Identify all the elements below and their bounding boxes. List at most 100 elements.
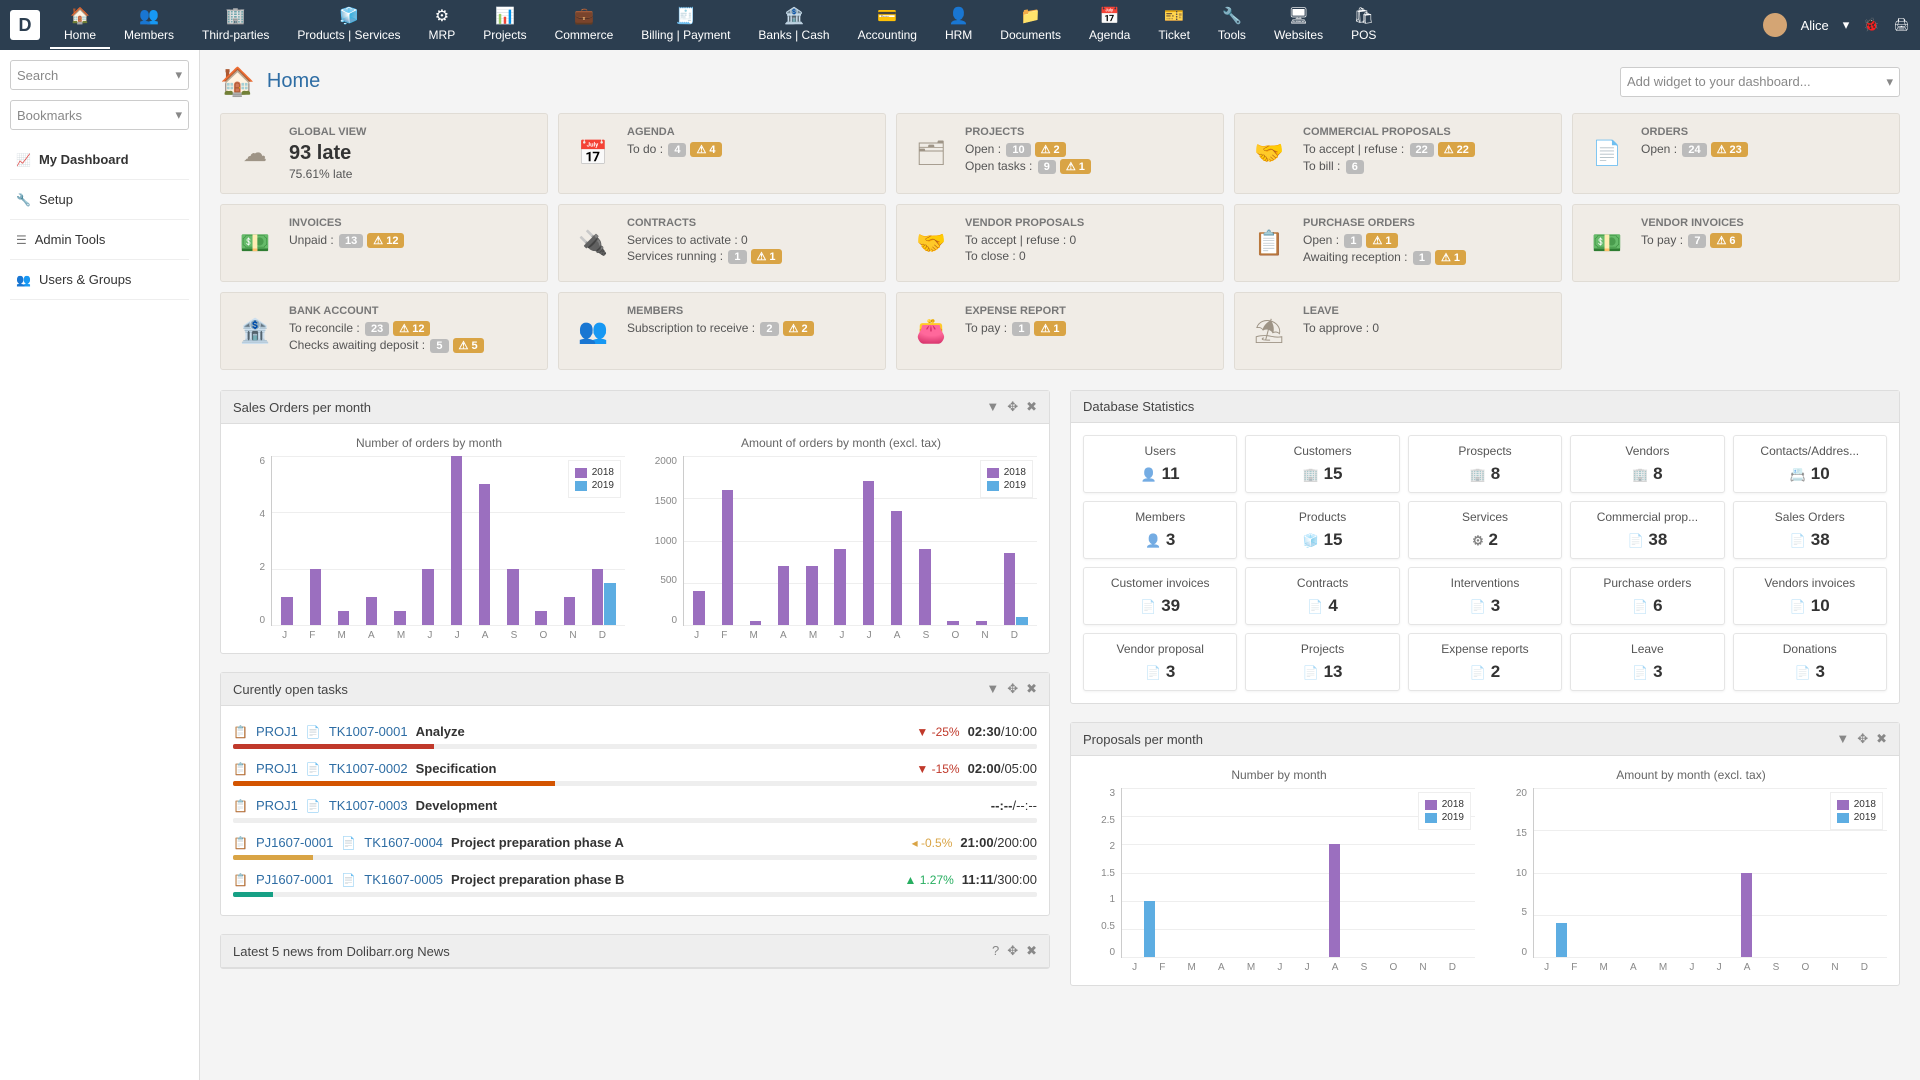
task-project[interactable]: PROJ1 — [256, 798, 298, 813]
db-tile-products[interactable]: Products🧊 15 — [1245, 501, 1399, 559]
db-tile-prospects[interactable]: Prospects🏢 8 — [1408, 435, 1562, 493]
task-name[interactable]: Specification — [416, 761, 497, 776]
task-id[interactable]: TK1607-0004 — [364, 835, 443, 850]
card-expense-report[interactable]: 👛EXPENSE REPORTTo pay : 1⚠ 1 — [896, 292, 1224, 370]
topnav-members[interactable]: 👥Members — [110, 1, 188, 49]
print-icon[interactable]: 🖨 — [1893, 17, 1910, 33]
card-leave[interactable]: ⛱LEAVETo approve : 0 — [1234, 292, 1562, 370]
db-tile-users[interactable]: Users👤 11 — [1083, 435, 1237, 493]
sidebar-admin-tools[interactable]: ☰Admin Tools — [10, 220, 189, 260]
card-global-view[interactable]: ☁GLOBAL VIEW93 late75.61% late — [220, 113, 548, 194]
task-project[interactable]: PROJ1 — [256, 724, 298, 739]
topnav-commerce[interactable]: 💼Commerce — [541, 1, 628, 49]
db-tile-leave[interactable]: Leave📄 3 — [1570, 633, 1724, 691]
sidebar-setup[interactable]: 🔧Setup — [10, 180, 189, 220]
add-widget-dropdown[interactable]: Add widget to your dashboard...▾ — [1620, 67, 1900, 97]
card-members[interactable]: 👥MEMBERSSubscription to receive : 2⚠ 2 — [558, 292, 886, 370]
move-icon[interactable]: ✥ — [1007, 399, 1018, 415]
task-name[interactable]: Development — [416, 798, 498, 813]
sidebar-my-dashboard[interactable]: 📈My Dashboard — [10, 140, 189, 180]
card-icon: 💵 — [1587, 217, 1627, 269]
db-tile-members[interactable]: Members👤 3 — [1083, 501, 1237, 559]
task-name[interactable]: Project preparation phase A — [451, 835, 624, 850]
task-name[interactable]: Analyze — [416, 724, 465, 739]
topnav-home[interactable]: 🏠Home — [50, 1, 110, 49]
nav-icon: 🏢 — [226, 6, 246, 26]
card-commercial-proposals[interactable]: 🤝COMMERCIAL PROPOSALSTo accept | refuse … — [1234, 113, 1562, 194]
move-icon[interactable]: ✥ — [1007, 681, 1018, 697]
card-contracts[interactable]: 🔌CONTRACTSServices to activate : 0 Servi… — [558, 204, 886, 282]
db-tile-vendors[interactable]: Vendors🏢 8 — [1570, 435, 1724, 493]
filter-icon[interactable]: ▼ — [1836, 731, 1849, 747]
card-agenda[interactable]: 📅AGENDATo do : 4⚠ 4 — [558, 113, 886, 194]
card-vendor-proposals[interactable]: 🤝VENDOR PROPOSALSTo accept | refuse : 0 … — [896, 204, 1224, 282]
task-id[interactable]: TK1607-0005 — [364, 872, 443, 887]
task-id[interactable]: TK1007-0003 — [329, 798, 408, 813]
db-tile-contacts-addres-[interactable]: Contacts/Addres...📇 10 — [1733, 435, 1887, 493]
card-bank-account[interactable]: 🏦BANK ACCOUNTTo reconcile : 23⚠ 12Checks… — [220, 292, 548, 370]
card-purchase-orders[interactable]: 📋PURCHASE ORDERSOpen : 1⚠ 1Awaiting rece… — [1234, 204, 1562, 282]
user-dropdown-icon[interactable]: ▾ — [1843, 17, 1850, 33]
db-tile-contracts[interactable]: Contracts📄 4 — [1245, 567, 1399, 625]
card-vendor-invoices[interactable]: 💵VENDOR INVOICESTo pay : 7⚠ 6 — [1572, 204, 1900, 282]
card-projects[interactable]: 🗂PROJECTSOpen : 10⚠ 2Open tasks : 9⚠ 1 — [896, 113, 1224, 194]
search-dropdown[interactable]: Search▾ — [10, 60, 189, 90]
topnav-mrp[interactable]: ⚙MRP — [415, 1, 470, 49]
db-tile-customers[interactable]: Customers🏢 15 — [1245, 435, 1399, 493]
db-tile-sales-orders[interactable]: Sales Orders📄 38 — [1733, 501, 1887, 559]
topnav-banks-cash[interactable]: 🏦Banks | Cash — [744, 1, 843, 49]
topnav-documents[interactable]: 📁Documents — [986, 1, 1075, 49]
db-tile-commercial-prop-[interactable]: Commercial prop...📄 38 — [1570, 501, 1724, 559]
close-icon[interactable]: ✖ — [1026, 681, 1037, 697]
bookmarks-dropdown[interactable]: Bookmarks▾ — [10, 100, 189, 130]
topnav-products-services[interactable]: 🧊Products | Services — [283, 1, 414, 49]
close-icon[interactable]: ✖ — [1026, 399, 1037, 415]
db-tile-customer-invoices[interactable]: Customer invoices📄 39 — [1083, 567, 1237, 625]
db-tile-purchase-orders[interactable]: Purchase orders📄 6 — [1570, 567, 1724, 625]
db-tile-services[interactable]: Services⚙ 2 — [1408, 501, 1562, 559]
db-tile-expense-reports[interactable]: Expense reports📄 2 — [1408, 633, 1562, 691]
db-tile-donations[interactable]: Donations📄 3 — [1733, 633, 1887, 691]
db-tile-vendor-proposal[interactable]: Vendor proposal📄 3 — [1083, 633, 1237, 691]
topnav-hrm[interactable]: 👤HRM — [931, 1, 986, 49]
task-id[interactable]: TK1007-0002 — [329, 761, 408, 776]
topnav-billing-payment[interactable]: 🧾Billing | Payment — [627, 1, 744, 49]
project-icon: 📋 — [233, 725, 248, 739]
task-project[interactable]: PJ1607-0001 — [256, 872, 333, 887]
task-project[interactable]: PROJ1 — [256, 761, 298, 776]
chart-orders-count: Number of orders by month 6420 20182019 … — [233, 436, 625, 641]
topnav-pos[interactable]: 🛍POS — [1337, 1, 1390, 49]
topnav-agenda[interactable]: 📅Agenda — [1075, 1, 1144, 49]
db-tile-projects[interactable]: Projects📄 13 — [1245, 633, 1399, 691]
help-icon[interactable]: ? — [992, 943, 999, 959]
topnav-accounting[interactable]: 💳Accounting — [844, 1, 931, 49]
user-name[interactable]: Alice — [1801, 18, 1829, 33]
close-icon[interactable]: ✖ — [1026, 943, 1037, 959]
topnav-tools[interactable]: 🔧Tools — [1204, 1, 1260, 49]
db-tile-interventions[interactable]: Interventions📄 3 — [1408, 567, 1562, 625]
topnav-ticket[interactable]: 🎫Ticket — [1144, 1, 1204, 49]
topnav-websites[interactable]: 🖥Websites — [1260, 1, 1337, 49]
project-icon: 📋 — [233, 873, 248, 887]
bug-icon[interactable]: 🐞 — [1863, 17, 1879, 33]
db-tile-vendors-invoices[interactable]: Vendors invoices📄 10 — [1733, 567, 1887, 625]
task-project[interactable]: PJ1607-0001 — [256, 835, 333, 850]
card-invoices[interactable]: 💵INVOICESUnpaid : 13⚠ 12 — [220, 204, 548, 282]
badge-count: 5 — [430, 339, 448, 353]
topnav-third-parties[interactable]: 🏢Third-parties — [188, 1, 283, 49]
topnav-projects[interactable]: 📊Projects — [469, 1, 540, 49]
sidebar-users-groups[interactable]: 👥Users & Groups — [10, 260, 189, 300]
move-icon[interactable]: ✥ — [1857, 731, 1868, 747]
task-id[interactable]: TK1007-0001 — [329, 724, 408, 739]
card-icon: 💵 — [235, 217, 275, 269]
tile-label: Vendor proposal — [1092, 642, 1228, 656]
filter-icon[interactable]: ▼ — [986, 399, 999, 415]
filter-icon[interactable]: ▼ — [986, 681, 999, 697]
app-logo[interactable]: D — [10, 10, 40, 40]
avatar[interactable] — [1763, 13, 1787, 37]
card-orders[interactable]: 📄ORDERSOpen : 24⚠ 23 — [1572, 113, 1900, 194]
close-icon[interactable]: ✖ — [1876, 731, 1887, 747]
move-icon[interactable]: ✥ — [1007, 943, 1018, 959]
task-name[interactable]: Project preparation phase B — [451, 872, 624, 887]
nav-icon: ⚙ — [435, 6, 449, 26]
